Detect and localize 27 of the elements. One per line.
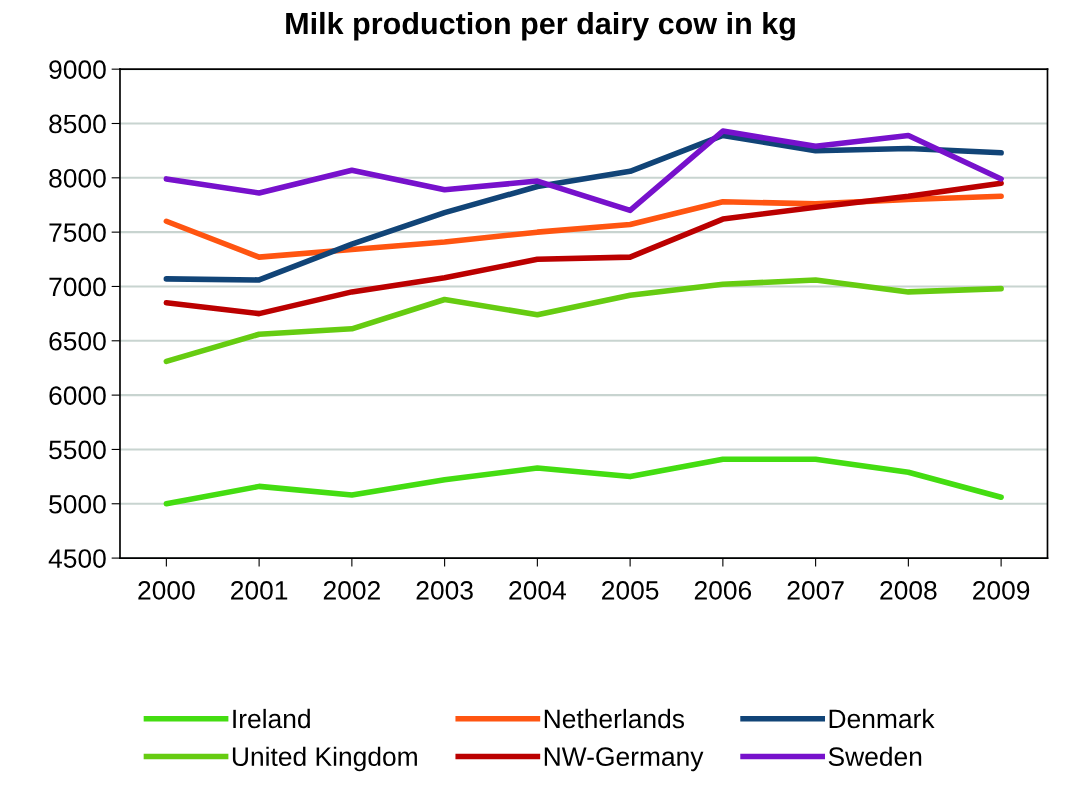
x-tick-label: 2006 [694, 581, 752, 600]
y-tick-label: 6500 [49, 331, 106, 351]
x-tick-label: 2004 [509, 581, 566, 600]
y-tick-label: 7000 [49, 277, 106, 297]
legend-label: Denmark [829, 708, 935, 729]
x-tick-label: 2001 [231, 581, 288, 600]
x-tick-label: 2005 [602, 581, 659, 600]
y-tick-label: 7500 [49, 223, 106, 242]
x-tick-label: 2008 [880, 581, 937, 600]
y-tick-label: 8000 [49, 168, 106, 188]
y-tick-label: 5000 [49, 494, 106, 514]
y-tick-label: 8500 [49, 114, 106, 134]
y-tick-label: 4500 [48, 549, 106, 568]
x-tick-label: 2000 [138, 581, 195, 600]
legend-label: NW-Germany [544, 747, 704, 772]
y-tick-label: 9000 [49, 60, 106, 79]
x-tick-label: 2003 [416, 581, 473, 600]
x-tick-label: 2002 [323, 581, 380, 600]
y-tick-label: 5500 [49, 440, 106, 460]
legend-label: United Kingdom [232, 746, 417, 772]
legend-label: Sweden [828, 746, 922, 767]
legend-label: Ireland [233, 708, 310, 729]
y-tick-label: 6000 [49, 386, 106, 405]
x-tick-label: 2009 [973, 581, 1030, 600]
x-tick-label: 2007 [787, 581, 844, 600]
chart-title: Milk production per dairy cow in kg [286, 11, 795, 41]
legend-label: Netherlands [544, 708, 685, 729]
